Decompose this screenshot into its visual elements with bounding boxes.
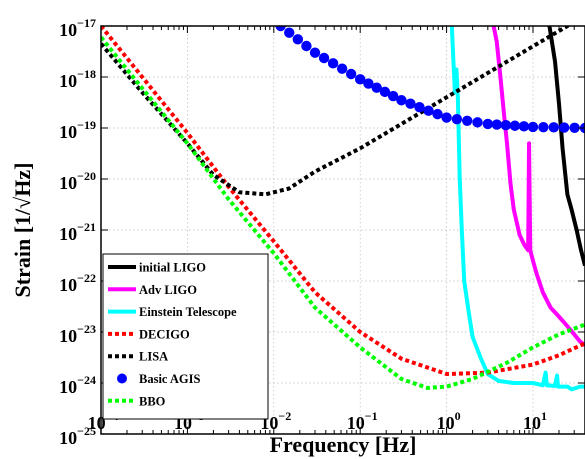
data-point — [379, 86, 391, 98]
data-point — [345, 68, 357, 80]
y-axis-label: Strain [1/√Hz] — [10, 163, 35, 298]
x-tick-label: 101 — [523, 409, 547, 433]
data-point — [327, 58, 339, 69]
legend-item: Basic AGIS — [117, 372, 201, 386]
data-point — [301, 40, 312, 52]
data-point — [423, 105, 434, 116]
y-tick-label: 10−23 — [59, 322, 96, 346]
series-line — [547, 26, 585, 267]
data-point — [292, 34, 304, 45]
data-point — [569, 122, 580, 133]
legend-label: initial LIGO — [139, 261, 206, 275]
x-axis-label: Frequency [Hz] — [270, 432, 417, 457]
y-tick-label: 10−17 — [59, 16, 96, 40]
y-tick-label: 10−22 — [59, 271, 96, 295]
data-point — [284, 27, 295, 38]
data-point — [482, 118, 494, 130]
data-point — [396, 95, 407, 106]
data-point — [363, 78, 374, 89]
data-point — [538, 121, 549, 133]
data-point — [462, 115, 473, 126]
series-line — [101, 26, 572, 197]
legend-label: BBO — [139, 394, 166, 408]
data-point — [405, 98, 416, 109]
y-tick-label: 10−25 — [59, 424, 96, 448]
data-point — [500, 119, 512, 131]
legend-box — [102, 253, 269, 420]
data-point — [472, 117, 483, 128]
data-point — [491, 119, 503, 130]
legend: initial LIGO Adv LIGO Einstein Telescope DE… — [102, 253, 269, 420]
series-layer — [101, 26, 585, 392]
series-line — [101, 36, 585, 390]
y-tick-label: 10−24 — [59, 373, 96, 397]
data-point — [275, 26, 286, 32]
legend-label: Einstein Telescope — [139, 305, 237, 319]
series-decigo — [101, 26, 585, 377]
legend-item: LISA — [108, 350, 168, 364]
y-tick-labels: 10−25 10−24 10−23 10−22 10−21 10−20 10−19 10−18… — [59, 16, 96, 448]
legend-item: BBO — [108, 394, 166, 408]
legend-label: LISA — [139, 350, 168, 364]
series-basic-agis — [275, 26, 585, 134]
data-point — [432, 108, 443, 120]
data-point — [509, 120, 521, 131]
legend-item: DECIGO — [108, 327, 190, 341]
y-tick-label: 10−19 — [59, 118, 96, 142]
y-tick-label: 10−20 — [59, 169, 96, 193]
series-line — [101, 26, 585, 377]
data-point — [371, 82, 382, 93]
data-point — [318, 52, 330, 64]
series-line — [449, 26, 585, 392]
y-tick-label: 10−18 — [59, 67, 96, 91]
legend-label: Basic AGIS — [139, 372, 201, 386]
data-point — [336, 63, 348, 74]
data-point — [558, 122, 570, 133]
data-point — [518, 121, 530, 132]
y-tick-label: 10−21 — [59, 220, 96, 244]
series-bbo — [101, 36, 585, 390]
data-point — [309, 47, 321, 58]
data-point — [354, 74, 366, 85]
legend-label: DECIGO — [139, 327, 190, 341]
tick-marks — [100, 25, 585, 435]
legend-label: Adv LIGO — [139, 283, 197, 297]
legend-item: Adv LIGO — [108, 283, 197, 297]
data-point — [548, 122, 559, 133]
x-tick-label: 100 — [437, 409, 461, 433]
series-einstein-telescope — [449, 26, 585, 392]
series-initial-ligo — [547, 26, 585, 267]
legend-item: Einstein Telescope — [108, 305, 237, 319]
data-point — [414, 101, 425, 113]
legend-item: initial LIGO — [108, 261, 206, 275]
x-tick-label: 10−2 — [260, 409, 291, 433]
legend-marker — [117, 373, 127, 384]
data-point — [441, 112, 452, 123]
x-tick-label: 10−1 — [347, 409, 378, 433]
series-lisa — [101, 26, 572, 197]
data-point — [451, 113, 463, 125]
data-point — [527, 121, 539, 133]
data-point — [387, 90, 399, 102]
